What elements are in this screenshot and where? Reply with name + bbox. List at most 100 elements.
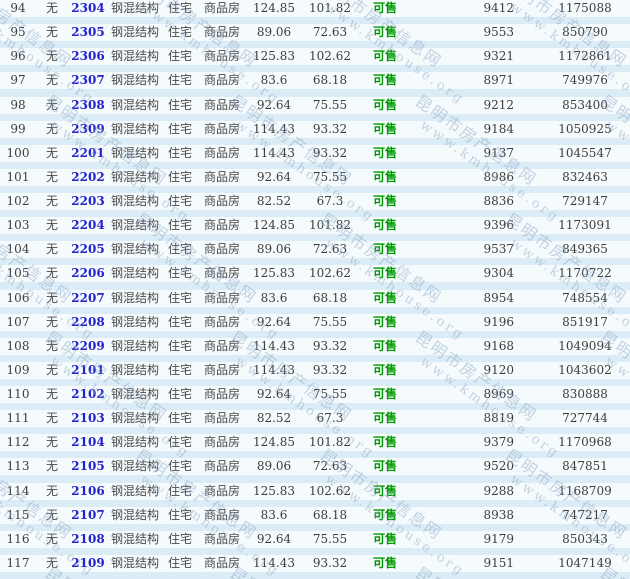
housing-type-cell: 商品房 [203,1,240,15]
unit-number-link[interactable]: 2204 [71,218,105,233]
unit-price-cell: 9396 [483,218,514,233]
built-area-cell: 82.52 [256,194,292,208]
unit-price-cell: 9412 [483,1,514,15]
table-row: 104 无 2205 钢混结构 住宅 商品房 89.06 72.63 可售 95… [0,241,630,266]
unit-number-link[interactable]: 2109 [71,555,105,570]
housing-type-cell: 商品房 [203,97,240,112]
usage-cell: 住宅 [167,338,192,353]
status-badge: 可售 [372,338,397,353]
inner-area-cell: 93.32 [312,362,348,377]
table-row: 111 无 2103 钢混结构 住宅 商品房 82.52 67.3 可售 881… [0,410,630,435]
row-number-cell: 108 [6,338,30,353]
row-number-cell: 98 [10,97,26,112]
total-price-cell: 832463 [562,169,608,184]
unit-number-link[interactable]: 2108 [71,531,105,546]
housing-type-cell: 商品房 [203,266,240,281]
row-number-cell: 94 [10,1,26,15]
status-badge: 可售 [372,242,397,257]
built-area-cell: 89.06 [256,459,292,474]
structure-cell: 钢混结构 [110,362,159,377]
row-number-cell: 117 [6,555,30,570]
total-price-cell: 1045547 [558,145,612,160]
housing-type-cell: 商品房 [203,145,240,160]
inner-area-cell: 75.55 [312,169,348,184]
total-price-cell: 727744 [562,411,608,426]
unit-price-cell: 9168 [483,338,514,353]
built-area-cell: 82.52 [256,411,292,426]
structure-cell: 钢混结构 [110,218,159,233]
housing-type-cell: 商品房 [203,435,240,450]
table-row: 102 无 2203 钢混结构 住宅 商品房 82.52 67.3 可售 883… [0,193,630,218]
unit-number-link[interactable]: 2307 [71,73,105,88]
mortgage-cell: 无 [45,362,58,377]
total-price-cell: 1168709 [558,483,612,498]
unit-number-link[interactable]: 2209 [71,338,105,353]
usage-cell: 住宅 [167,73,192,88]
unit-number-link[interactable]: 2306 [71,49,105,64]
unit-number-link[interactable]: 2308 [71,97,105,112]
unit-number-link[interactable]: 2104 [71,435,105,450]
built-area-cell: 125.83 [253,483,295,498]
unit-number-link[interactable]: 2105 [71,459,105,474]
built-area-cell: 125.83 [253,49,295,64]
status-badge: 可售 [372,290,397,305]
total-price-cell: 749976 [562,73,608,88]
mortgage-cell: 无 [45,49,58,64]
unit-price-cell: 8819 [483,411,514,426]
table-row: 100 无 2201 钢混结构 住宅 商品房 114.43 93.32 可售 9… [0,144,630,169]
unit-price-cell: 9537 [483,242,514,257]
built-area-cell: 92.64 [256,169,292,184]
unit-number-link[interactable]: 2203 [71,194,105,208]
mortgage-cell: 无 [45,1,58,15]
unit-number-link[interactable]: 2207 [71,290,105,305]
unit-number-link[interactable]: 2309 [71,121,105,136]
unit-price-cell: 8971 [483,73,514,88]
built-area-cell: 124.85 [253,1,295,15]
unit-number-link[interactable]: 2101 [71,362,105,377]
usage-cell: 住宅 [167,362,192,377]
unit-number-link[interactable]: 2103 [71,411,105,426]
housing-type-cell: 商品房 [203,362,240,377]
usage-cell: 住宅 [167,411,192,426]
unit-number-link[interactable]: 2202 [71,169,105,184]
usage-cell: 住宅 [167,194,192,208]
unit-number-link[interactable]: 2206 [71,266,105,281]
unit-number-link[interactable]: 2201 [71,145,105,160]
usage-cell: 住宅 [167,314,192,329]
row-number-cell: 97 [10,73,26,88]
usage-cell: 住宅 [167,435,192,450]
usage-cell: 住宅 [167,145,192,160]
table-row: 103 无 2204 钢混结构 住宅 商品房 124.85 101.82 可售 … [0,217,630,242]
unit-number-link[interactable]: 2106 [71,483,105,498]
inner-area-cell: 68.18 [312,290,348,305]
total-price-cell: 847851 [562,459,608,474]
row-number-cell: 103 [6,218,30,233]
unit-number-link[interactable]: 2205 [71,242,105,257]
structure-cell: 钢混结构 [110,97,159,112]
structure-cell: 钢混结构 [110,121,159,136]
status-badge: 可售 [372,73,397,88]
housing-type-cell: 商品房 [203,483,240,498]
inner-area-cell: 75.55 [312,97,348,112]
row-number-cell: 105 [6,266,30,281]
row-number-cell: 116 [6,531,30,546]
status-badge: 可售 [372,25,397,40]
unit-number-link[interactable]: 2102 [71,387,105,401]
table-row: 95 无 2305 钢混结构 住宅 商品房 89.06 72.63 可售 955… [0,24,630,49]
inner-area-cell: 101.82 [309,218,351,233]
table-row: 107 无 2208 钢混结构 住宅 商品房 92.64 75.55 可售 91… [0,313,630,338]
mortgage-cell: 无 [45,121,58,136]
usage-cell: 住宅 [167,25,192,40]
unit-number-link[interactable]: 2107 [71,507,105,522]
unit-number-link[interactable]: 2208 [71,314,105,329]
built-area-cell: 125.83 [253,266,295,281]
unit-number-link[interactable]: 2305 [71,25,105,40]
mortgage-cell: 无 [45,242,58,257]
unit-number-link[interactable]: 2304 [71,1,105,15]
structure-cell: 钢混结构 [110,145,159,160]
row-number-cell: 101 [6,169,30,184]
total-price-cell: 729147 [562,194,608,208]
housing-type-cell: 商品房 [203,459,240,474]
housing-type-cell: 商品房 [203,411,240,426]
structure-cell: 钢混结构 [110,531,159,546]
